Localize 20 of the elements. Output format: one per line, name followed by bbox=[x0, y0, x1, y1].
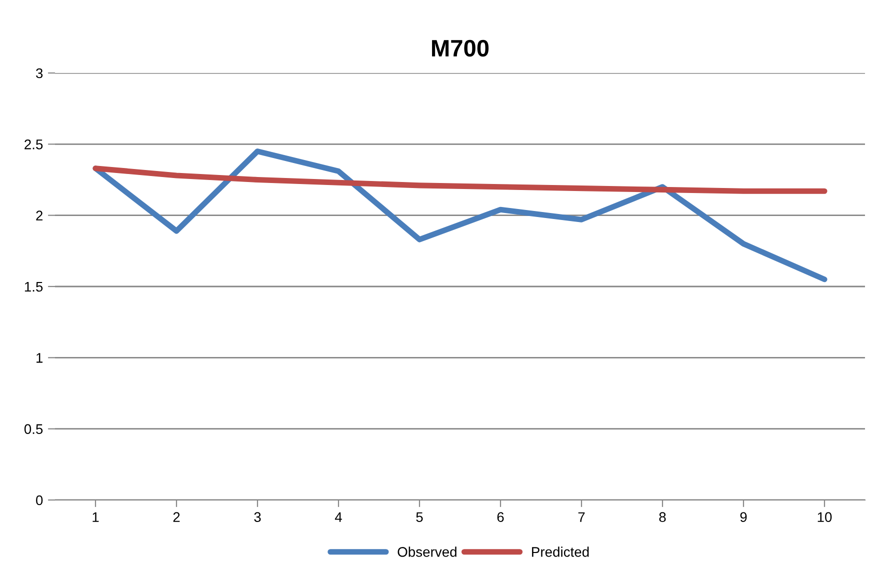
y-tick-label: 0 bbox=[36, 495, 43, 506]
x-tick-label: 4 bbox=[334, 512, 342, 522]
y-tick-label: 2 bbox=[36, 210, 42, 220]
x-tick-label: 10 bbox=[818, 512, 832, 522]
x-tick-label: 7 bbox=[578, 512, 585, 522]
y-tick-label: 3 bbox=[36, 68, 43, 78]
legend-label: Observed bbox=[398, 546, 456, 557]
legend-label: Predicted bbox=[532, 546, 589, 557]
x-tick-label: 1 bbox=[92, 512, 99, 522]
chart-title: M700 bbox=[432, 40, 489, 57]
y-tick-label: 1.5 bbox=[24, 282, 43, 292]
x-tick-label: 9 bbox=[740, 512, 747, 522]
y-tick-label: 2.5 bbox=[24, 140, 43, 150]
x-tick-label: 5 bbox=[416, 512, 423, 522]
x-tick-label: 2 bbox=[173, 512, 180, 522]
x-tick-label: 6 bbox=[497, 512, 504, 522]
x-tick-label: 3 bbox=[254, 512, 261, 522]
y-tick-label: 1 bbox=[36, 353, 43, 363]
y-tick-label: 0.5 bbox=[24, 424, 43, 434]
x-tick-label: 8 bbox=[659, 512, 666, 522]
